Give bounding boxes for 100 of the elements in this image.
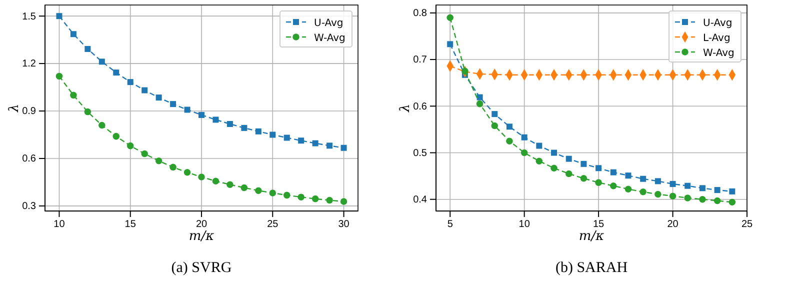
point	[56, 13, 62, 20]
point	[283, 192, 290, 199]
point	[340, 198, 348, 205]
point	[212, 116, 219, 123]
point	[241, 124, 248, 131]
point	[536, 158, 543, 165]
point	[714, 187, 720, 194]
point	[624, 186, 632, 192]
point	[565, 170, 572, 178]
point	[580, 160, 587, 167]
point	[566, 156, 572, 162]
x-tick-label: 15	[592, 219, 605, 230]
point	[684, 182, 691, 189]
point	[56, 72, 63, 80]
point	[98, 122, 106, 129]
point	[70, 31, 76, 38]
point	[506, 124, 512, 130]
point	[536, 142, 542, 149]
x-tick-label: 30	[338, 219, 350, 230]
legend-label: L-Avg	[703, 33, 730, 44]
point	[654, 178, 661, 184]
point	[728, 198, 736, 206]
x-tick-label: 15	[124, 219, 136, 230]
x-tick-label: 20	[196, 219, 208, 230]
point	[70, 92, 77, 99]
point	[729, 188, 736, 194]
point	[127, 79, 134, 86]
point	[492, 111, 498, 118]
y-tick-label: 1.2	[22, 58, 36, 70]
point	[340, 144, 347, 151]
point	[298, 194, 304, 200]
x-tick-label: 20	[667, 219, 679, 230]
text: (a) SVRG	[171, 260, 232, 276]
y-tick-label: 0.7	[413, 54, 428, 66]
point	[714, 197, 721, 204]
point	[610, 169, 616, 176]
point	[270, 132, 276, 138]
point	[654, 190, 662, 198]
point	[284, 134, 290, 141]
point	[84, 108, 92, 116]
point	[226, 181, 234, 188]
point	[312, 140, 318, 146]
point	[141, 150, 148, 158]
y-axis-title: λ	[398, 104, 413, 114]
point	[255, 187, 262, 194]
point	[462, 68, 468, 75]
legend-label: U-Avg	[314, 18, 344, 29]
x-tick-label: 25	[267, 219, 279, 230]
x-tick-label: 10	[518, 219, 530, 230]
point	[670, 180, 676, 187]
point	[255, 128, 262, 134]
x-tick-label: 25	[741, 219, 753, 230]
y-tick-label: 0.8	[413, 8, 428, 20]
y-axis-title: λ	[7, 104, 22, 114]
point	[550, 164, 558, 172]
point	[521, 134, 528, 140]
point	[142, 87, 148, 94]
legend-label: W-Avg	[314, 33, 346, 44]
point	[699, 196, 706, 203]
y-tick-label: 0.6	[22, 154, 36, 165]
point	[113, 70, 120, 76]
point	[595, 179, 602, 186]
point	[491, 122, 498, 130]
point	[156, 94, 162, 101]
point	[184, 106, 190, 113]
legend-label: W-Avg	[703, 48, 734, 59]
point	[596, 165, 602, 172]
point	[298, 138, 304, 144]
point	[699, 185, 706, 192]
point	[447, 41, 454, 48]
point	[198, 112, 204, 118]
x-tick-label: 5	[447, 219, 454, 230]
point	[212, 178, 220, 184]
point	[269, 190, 276, 196]
point	[226, 120, 233, 127]
point	[170, 164, 176, 171]
point	[84, 46, 91, 52]
point	[476, 94, 483, 100]
point	[520, 149, 528, 156]
point	[326, 196, 333, 204]
point	[506, 138, 513, 144]
text: (b) SARAH	[555, 260, 628, 276]
x-tick-label: 10	[54, 219, 66, 230]
point	[580, 174, 588, 182]
point	[625, 172, 632, 179]
y-tick-label: 0.4	[413, 194, 428, 206]
y-tick-label: 0.3	[22, 201, 36, 212]
point	[155, 157, 162, 164]
point	[551, 150, 558, 156]
point	[684, 194, 692, 202]
y-tick-label: 0.6	[413, 101, 428, 112]
y-tick-label: 0.9	[22, 106, 36, 118]
point	[640, 176, 646, 182]
point	[326, 142, 333, 149]
point	[610, 182, 617, 190]
x-axis-title: m/κ	[188, 229, 215, 244]
point	[476, 100, 484, 108]
point	[126, 142, 134, 150]
point	[98, 58, 105, 65]
legend-label: U-Avg	[703, 18, 732, 29]
